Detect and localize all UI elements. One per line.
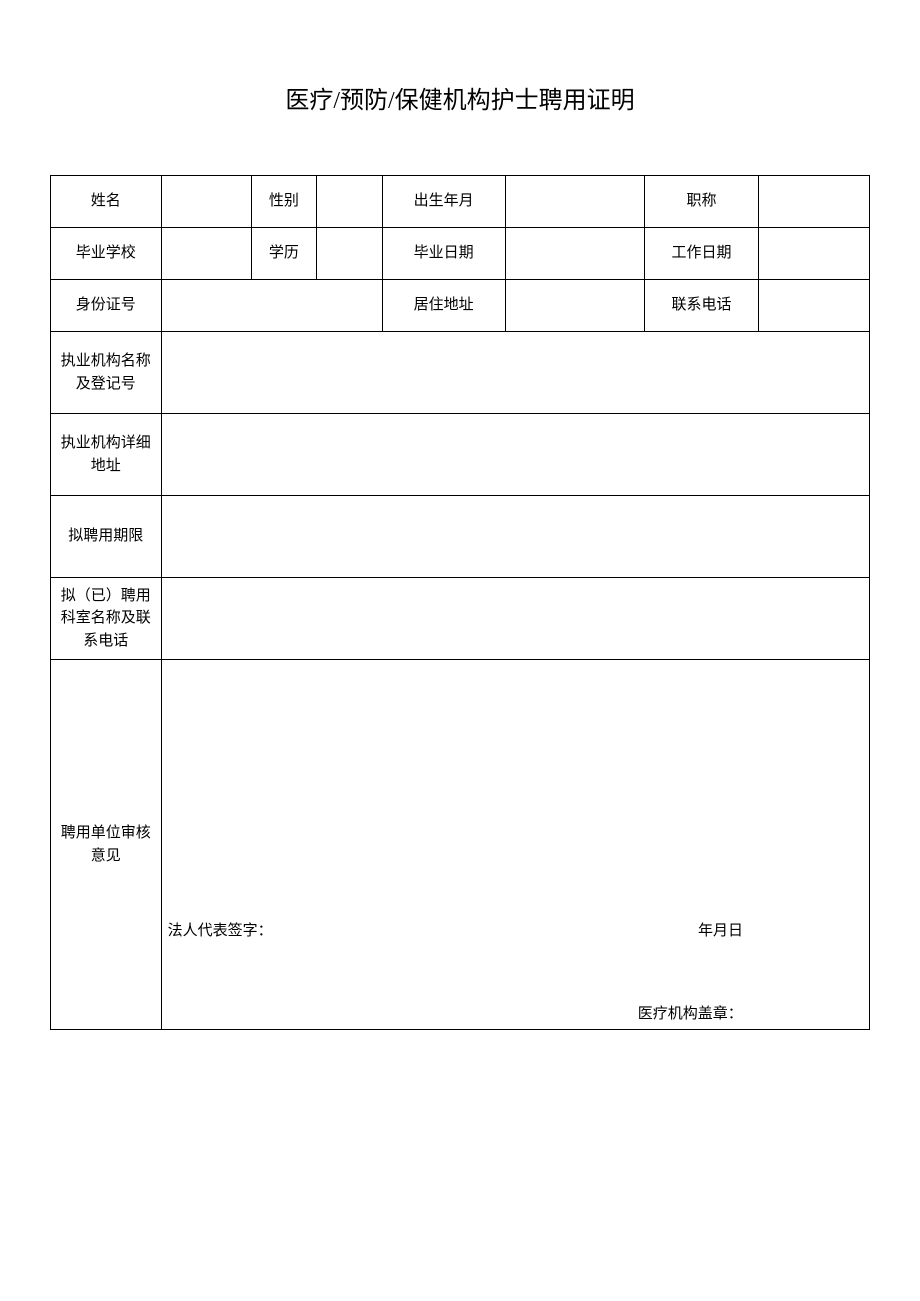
value-school[interactable] (161, 228, 251, 280)
value-employ-period[interactable] (161, 496, 869, 578)
value-phone[interactable] (759, 280, 870, 332)
label-title-rank: 职称 (644, 176, 759, 228)
label-school: 毕业学校 (51, 228, 162, 280)
legal-sign-label: 法人代表签字： (168, 920, 273, 943)
label-org-name-reg: 执业机构名称及登记号 (51, 332, 162, 414)
form-table: 姓名 性别 出生年月 职称 毕业学校 学历 毕业日期 工作日期 身份证号 居住地… (50, 175, 870, 1030)
review-opinion-cell[interactable]: 法人代表签字： 年月日 医疗机构盖章： (161, 660, 869, 1030)
value-title-rank[interactable] (759, 176, 870, 228)
value-grad-date[interactable] (505, 228, 644, 280)
stamp-label: 医疗机构盖章： (638, 1006, 743, 1022)
label-address: 居住地址 (382, 280, 505, 332)
label-dept-phone: 拟（已）聘用科室名称及联系电话 (51, 578, 162, 660)
label-gender: 性别 (251, 176, 317, 228)
value-birth[interactable] (505, 176, 644, 228)
value-dept-phone[interactable] (161, 578, 869, 660)
value-org-name-reg[interactable] (161, 332, 869, 414)
value-education[interactable] (317, 228, 383, 280)
value-name[interactable] (161, 176, 251, 228)
label-education: 学历 (251, 228, 317, 280)
value-org-address[interactable] (161, 414, 869, 496)
value-id-number[interactable] (161, 280, 382, 332)
label-id-number: 身份证号 (51, 280, 162, 332)
label-employ-period: 拟聘用期限 (51, 496, 162, 578)
label-grad-date: 毕业日期 (382, 228, 505, 280)
value-address[interactable] (505, 280, 644, 332)
label-phone: 联系电话 (644, 280, 759, 332)
label-birth: 出生年月 (382, 176, 505, 228)
label-review-opinion: 聘用单位审核意见 (51, 660, 162, 1030)
label-org-address: 执业机构详细地址 (51, 414, 162, 496)
label-name: 姓名 (51, 176, 162, 228)
page-title: 医疗/预防/保健机构护士聘用证明 (50, 80, 870, 115)
date-label: 年月日 (698, 920, 743, 943)
label-work-date: 工作日期 (644, 228, 759, 280)
value-work-date[interactable] (759, 228, 870, 280)
value-gender[interactable] (317, 176, 383, 228)
